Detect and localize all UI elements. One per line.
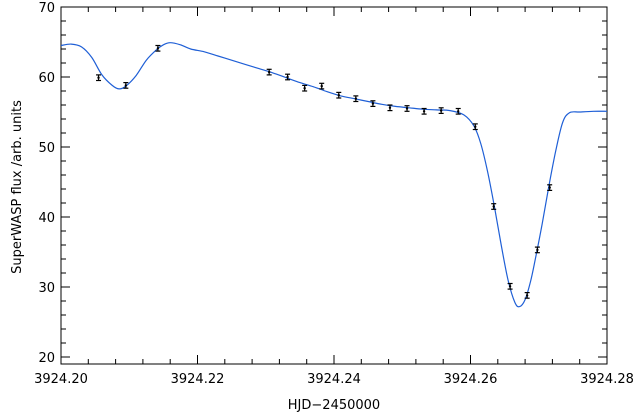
x-tick-label: 3924.26 [444, 372, 498, 387]
data-point [536, 248, 539, 252]
data-point [405, 107, 409, 110]
data-point [156, 47, 160, 50]
y-axis-title: SuperWASP flux /arb. units [10, 100, 25, 274]
data-point [548, 186, 551, 189]
x-tick-label: 3924.20 [34, 372, 88, 387]
plot-frame [60, 6, 608, 365]
data-point [303, 87, 306, 90]
data-point [320, 84, 323, 88]
data-point [354, 97, 358, 100]
y-tick-label: 30 [38, 281, 55, 296]
data-point [124, 84, 128, 87]
x-axis-title: HJD−2450000 [288, 398, 380, 413]
data-point [457, 110, 460, 113]
model-light-curve [60, 42, 608, 308]
data-point [267, 70, 271, 74]
data-point [474, 125, 477, 128]
x-tick-label: 3924.24 [307, 372, 361, 387]
data-point [371, 102, 375, 105]
plot-area: 3924.20 3924.22 3924.24 3924.26 3924.28 20 30 4… [34, 1, 634, 387]
data-point [492, 205, 495, 208]
y-tick-label: 50 [38, 141, 55, 156]
data-point [97, 76, 100, 79]
y-tick-label: 60 [38, 71, 55, 86]
y-tick-label: 20 [38, 351, 55, 366]
data-point [525, 294, 529, 297]
data-point [422, 110, 426, 113]
data-point [388, 106, 392, 110]
y-tick-label: 40 [38, 211, 55, 226]
data-point [337, 94, 340, 97]
data-point [286, 75, 289, 79]
data-point [508, 285, 512, 288]
x-tick-label: 3924.28 [580, 372, 634, 387]
x-tick-label: 3924.22 [171, 372, 225, 387]
y-tick-label: 70 [38, 1, 55, 16]
data-point [439, 109, 443, 112]
